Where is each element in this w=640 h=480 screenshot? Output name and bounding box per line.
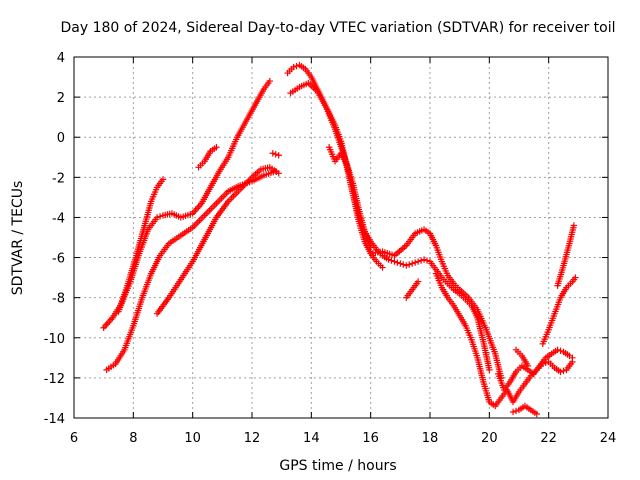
data-point [275, 152, 282, 159]
x-tick-label: 16 [362, 431, 379, 446]
data-point [379, 264, 386, 271]
data-point [290, 63, 297, 71]
data-point [414, 278, 422, 285]
data-point [570, 222, 578, 229]
data-point-fill [272, 151, 279, 158]
data-point [420, 256, 428, 263]
plot-frame [73, 56, 609, 419]
data-point [572, 274, 579, 281]
series-track-4 [153, 164, 282, 317]
data-point-fill [394, 259, 401, 266]
x-tick-label: 22 [540, 431, 557, 446]
series-track-14 [509, 402, 540, 418]
data-point [569, 354, 576, 362]
x-tick-label: 24 [600, 431, 617, 446]
series-track-16 [554, 222, 578, 289]
data-point [397, 260, 404, 267]
data-point-fill [560, 367, 567, 375]
x-tick-label: 10 [184, 431, 201, 446]
y-tick-label: 0 [57, 131, 65, 146]
x-tick-label: 20 [481, 431, 498, 446]
data-point [391, 258, 398, 265]
data-point-fill [388, 257, 395, 264]
y-axis-label: SDTVAR / TECUs [10, 181, 26, 296]
series-track-10 [367, 226, 505, 382]
data-point [554, 346, 561, 354]
data-point [533, 410, 540, 418]
x-tick-label: 12 [244, 431, 261, 446]
data-point [385, 256, 392, 263]
y-tick-label: -8 [52, 292, 65, 307]
data-point [159, 176, 167, 183]
x-tick-label: 8 [129, 431, 137, 446]
series-track-2 [115, 176, 167, 315]
data-marks [100, 61, 579, 418]
data-point-fill [406, 261, 413, 268]
data-point-fill [512, 407, 520, 415]
data-point-fill [400, 261, 407, 268]
grid-lines [74, 57, 608, 418]
data-point [509, 408, 517, 416]
series-track-9 [325, 144, 386, 271]
series-track-17 [512, 346, 532, 370]
data-point-fill [557, 347, 564, 355]
x-tick-label: 6 [70, 431, 78, 446]
x-tick-labels: 6 8 10 12 14 16 18 20 22 24 [70, 431, 616, 446]
data-point [275, 170, 282, 177]
y-tick-label: -10 [44, 332, 65, 347]
y-tick-label: -6 [52, 252, 65, 267]
series-track-13 [495, 346, 576, 394]
series-track-5 [195, 144, 220, 171]
data-point-fill [423, 257, 431, 264]
data-point [524, 362, 532, 370]
data-point [486, 366, 493, 374]
data-point [266, 77, 273, 85]
data-point-fill [156, 213, 164, 220]
data-point [269, 150, 276, 157]
data-point [557, 368, 564, 376]
x-tick-label: 18 [422, 431, 439, 446]
y-tick-label: -4 [52, 211, 65, 226]
y-tick-label: 2 [57, 91, 65, 106]
y-tick-labels: 4 2 0 -2 -4 -6 -8 -10 -12 -14 [44, 51, 65, 427]
data-point-fill [411, 259, 419, 266]
y-tick-label: -12 [44, 372, 65, 387]
data-point [213, 144, 220, 151]
series-track-15 [539, 274, 579, 347]
y-tick-label: -2 [52, 171, 65, 186]
data-point [153, 214, 161, 221]
x-axis-label: GPS time / hours [279, 458, 396, 474]
y-tick-label: -14 [44, 412, 65, 427]
data-point [409, 260, 416, 267]
chart-title: Day 180 of 2024, Sidereal Day-to-day VTE… [60, 20, 615, 36]
data-point-fill [417, 257, 425, 264]
data-point [403, 262, 410, 269]
series-track-11 [403, 278, 422, 301]
x-tick-label: 14 [303, 431, 320, 446]
data-point [414, 258, 422, 265]
series-track-6 [269, 150, 282, 159]
y-tick-label: 4 [57, 51, 65, 66]
